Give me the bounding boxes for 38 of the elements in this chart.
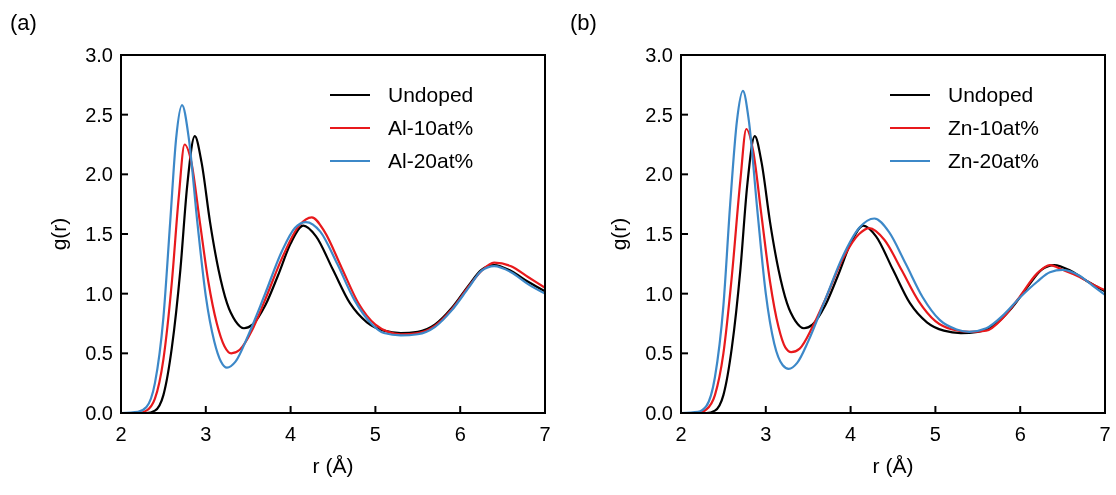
legend-label: Zn-10at%	[948, 116, 1040, 139]
x-tick-label: 4	[285, 423, 297, 445]
y-tick-label: 2.5	[85, 103, 113, 126]
x-tick-label: 2	[115, 423, 127, 445]
chart-title: (a)	[10, 10, 37, 35]
x-tick-label: 5	[369, 423, 381, 445]
y-tick-label: 3.0	[85, 44, 113, 66]
x-tick-label: 3	[760, 423, 772, 445]
y-tick-label: 1.0	[85, 282, 113, 305]
x-tick-label: 4	[845, 423, 857, 445]
y-tick-label: 0.0	[85, 402, 113, 424]
x-tick-label: 5	[929, 423, 941, 445]
y-tick-label: 1.5	[85, 223, 113, 245]
y-axis-title: g(r)	[47, 217, 70, 251]
y-tick-label: 0.0	[645, 402, 673, 424]
y-tick-label: 0.5	[85, 342, 113, 365]
x-axis-title: r (Å)	[872, 454, 914, 477]
x-tick-label: 2	[675, 423, 687, 445]
y-tick-label: 3.0	[645, 44, 673, 66]
legend-label: Al-10at%	[388, 116, 474, 139]
x-axis-title: r (Å)	[312, 454, 354, 477]
legend-label: Undoped	[388, 83, 474, 106]
legend-label: Undoped	[948, 83, 1034, 106]
legend-label: Zn-20at%	[948, 149, 1040, 172]
y-tick-label: 2.5	[645, 103, 673, 126]
y-tick-label: 0.5	[645, 342, 673, 365]
y-tick-label: 1.0	[645, 282, 673, 305]
x-tick-label: 6	[1014, 423, 1026, 445]
x-tick-label: 3	[200, 423, 212, 445]
y-axis-title: g(r)	[607, 217, 630, 251]
legend-label: Al-20at%	[388, 149, 474, 172]
x-tick-label: 7	[1099, 423, 1111, 445]
y-tick-label: 2.0	[645, 163, 673, 186]
x-tick-label: 6	[454, 423, 466, 445]
x-tick-label: 7	[539, 423, 551, 445]
y-tick-label: 1.5	[645, 223, 673, 245]
y-tick-label: 2.0	[85, 163, 113, 186]
chart-title: (b)	[570, 10, 597, 35]
